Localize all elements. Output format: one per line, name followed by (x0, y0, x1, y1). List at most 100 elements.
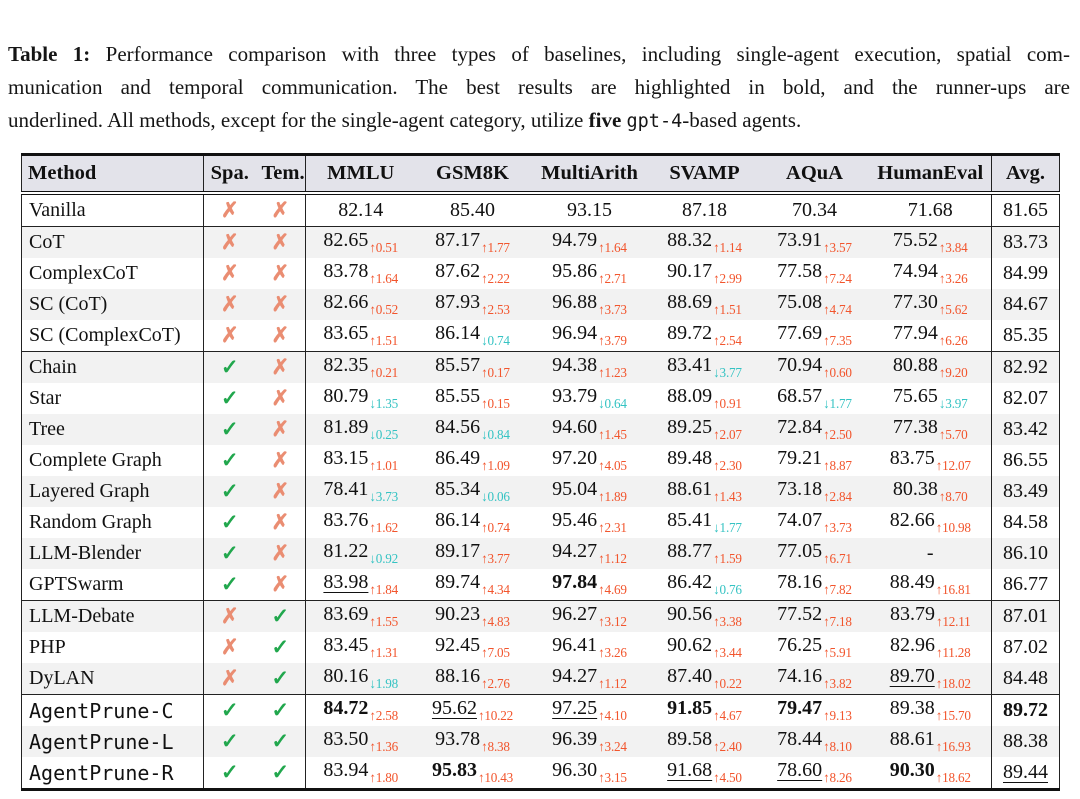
delta-up: ↑8.10 (823, 739, 852, 754)
delta-up: ↑1.36 (369, 739, 399, 754)
score-cell: 83.15↑1.01 (306, 445, 416, 476)
score-value: 90.23 (435, 603, 481, 625)
score-value: 75.08 (777, 291, 823, 313)
score-value: 80.16 (323, 665, 369, 687)
avg-cell: 82.07 (992, 383, 1060, 414)
score-cell: 83.94↑1.80 (306, 757, 416, 790)
delta-up: ↑11.28 (935, 645, 971, 660)
delta-up: ↑2.30 (713, 458, 742, 473)
delta-up: ↑4.74 (823, 302, 852, 317)
delta-up: ↑4.34 (481, 582, 510, 597)
cross-icon: ✗ (220, 604, 239, 628)
score-cell: 90.62↑3.44 (650, 632, 760, 663)
table-row-tree: Tree ✓ ✗ 81.89↓0.25 84.56↓0.84 94.60↑1.45 89.2… (21, 414, 1060, 445)
delta-down: ↓0.64 (598, 396, 627, 411)
table-row-agentprune-l: AgentPrune-L ✓ ✓ 83.50↑1.36 93.78↑8.38 96.39↑… (21, 726, 1060, 757)
delta-up: ↑0.74 (481, 520, 510, 535)
delta-up: ↑1.45 (598, 427, 627, 442)
delta-up: ↑5.62 (938, 302, 968, 317)
caption-gpt4-code: gpt-4 (626, 111, 683, 132)
score-cell: 80.79↓1.35 (306, 383, 416, 414)
avg-cell: 84.99 (992, 258, 1060, 289)
score-cell: 83.76↑1.62 (306, 507, 416, 538)
score-cell: - (869, 538, 992, 569)
cross-icon: ✗ (220, 666, 239, 690)
score-value: 95.86 (552, 260, 598, 282)
check-icon: ✓ (220, 479, 239, 503)
score-value: 96.41 (552, 634, 598, 656)
method-cell: AgentPrune-C (21, 694, 204, 726)
delta-down: ↓3.97 (938, 396, 968, 411)
score-value: 87.01 (1003, 605, 1048, 627)
spa-cell: ✗ (203, 226, 256, 258)
score-value: 84.56 (435, 416, 481, 438)
spa-cell: ✓ (204, 507, 256, 538)
delta-up: ↑3.73 (598, 302, 627, 317)
score-cell: 96.94↑3.79 (530, 320, 650, 352)
score-cell: 91.85↑4.67 (649, 694, 760, 726)
tem-cell: ✗ (255, 226, 306, 258)
delta-up: ↑10.98 (935, 520, 971, 535)
avg-cell: 81.65 (992, 193, 1060, 227)
column-header-svamp: SVAMP (649, 154, 760, 195)
score-value: 83.15 (323, 447, 369, 469)
delta-up: ↑0.52 (369, 302, 399, 317)
score-cell: 90.17↑2.99 (650, 258, 760, 289)
method-cell: CoT (21, 226, 204, 258)
spa-cell: ✓ (204, 414, 256, 445)
score-value: 88.49 (889, 571, 935, 593)
delta-down: ↓1.77 (713, 520, 742, 535)
check-icon: ✓ (220, 760, 239, 784)
score-value: 82.14 (338, 199, 384, 221)
score-cell: 75.65↓3.97 (869, 383, 992, 414)
score-value: 86.55 (1003, 449, 1048, 471)
score-cell: 72.84↑2.50 (760, 414, 870, 445)
score-value: 82.66 (889, 509, 935, 531)
delta-up: ↑4.50 (713, 770, 742, 785)
score-value: 86.77 (1003, 573, 1048, 595)
avg-cell: 84.67 (992, 289, 1060, 320)
delta-down: ↓0.76 (713, 582, 742, 597)
check-icon: ✓ (220, 572, 239, 596)
delta-up: ↑3.24 (598, 739, 627, 754)
score-value: 89.72 (667, 322, 713, 344)
delta-up: ↑0.22 (713, 676, 742, 691)
cross-icon: ✗ (271, 448, 290, 472)
delta-up: ↑9.13 (823, 708, 852, 723)
check-icon: ✓ (271, 698, 290, 722)
score-cell: 89.48↑2.30 (650, 445, 760, 476)
score-value: 89.25 (667, 416, 713, 438)
delta-up: ↑1.23 (598, 365, 627, 380)
delta-up: ↑2.07 (713, 427, 742, 442)
table-row-layered-graph: Layered Graph ✓ ✗ 78.41↓3.73 85.34↓0.06 95.04… (21, 476, 1060, 507)
tem-cell: ✗ (255, 414, 306, 445)
score-cell: 77.58↑7.24 (760, 258, 870, 289)
delta-up: ↑3.26 (598, 645, 627, 660)
score-value: 83.65 (323, 322, 369, 344)
table-row-gptswarm: GPTSwarm ✓ ✗ 83.98↑1.84 89.74↑4.34 97.84↑4.69… (21, 569, 1060, 601)
score-value: 80.79 (323, 385, 369, 407)
score-value: 77.52 (777, 603, 823, 625)
delta-down: ↓1.98 (369, 676, 399, 691)
avg-cell: 84.48 (992, 663, 1060, 695)
method-cell: PHP (21, 632, 204, 663)
score-value: 89.38 (889, 697, 935, 719)
score-cell: 87.40↑0.22 (650, 663, 760, 695)
cross-icon: ✗ (220, 292, 239, 316)
score-cell: 87.93↑2.53 (416, 289, 530, 320)
cross-icon: ✗ (220, 198, 239, 222)
score-cell: 82.35↑0.21 (305, 351, 416, 383)
results-table: Method Spa. Tem. MMLU GSM8K MultiArith SVAMP AQ… (21, 153, 1060, 791)
column-header-aqua: AQuA (759, 154, 870, 195)
score-cell: 77.38↑5.70 (869, 414, 992, 445)
delta-up: ↑10.43 (477, 770, 514, 785)
score-value: 95.04 (552, 478, 598, 500)
score-value: 82.07 (1003, 387, 1048, 409)
score-value: 83.41 (667, 354, 713, 376)
score-cell: 77.30↑5.62 (869, 289, 992, 320)
score-value: 94.38 (552, 354, 598, 376)
delta-up: ↑6.71 (823, 551, 852, 566)
check-icon: ✓ (220, 355, 239, 379)
delta-down: ↓1.35 (369, 396, 399, 411)
